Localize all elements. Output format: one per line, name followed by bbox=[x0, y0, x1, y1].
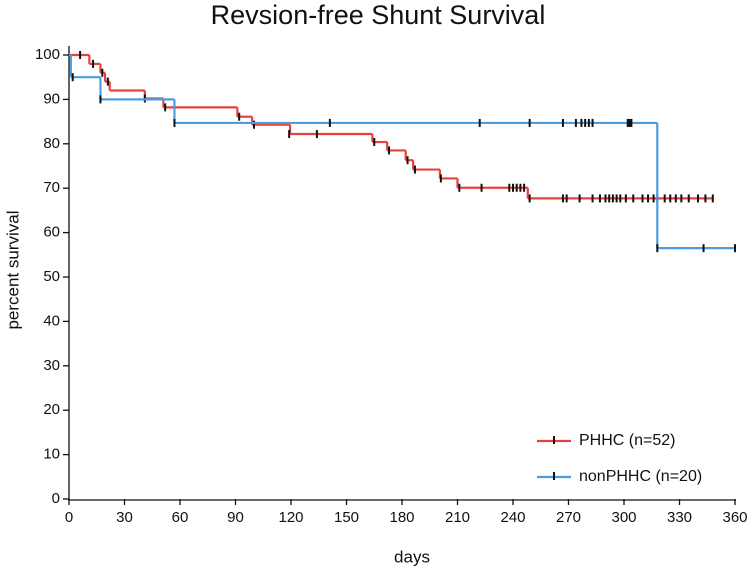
x-tick-label: 90 bbox=[227, 509, 244, 526]
x-tick-label: 210 bbox=[445, 509, 470, 526]
x-axis-label: days bbox=[394, 547, 430, 566]
x-tick-label: 120 bbox=[278, 509, 303, 526]
y-tick-label: 70 bbox=[43, 179, 60, 196]
x-tick-label: 0 bbox=[65, 509, 73, 526]
y-tick-label: 30 bbox=[43, 357, 60, 374]
y-tick-label: 90 bbox=[43, 90, 60, 107]
y-tick-label: 60 bbox=[43, 224, 60, 241]
y-axis-label: percent survival bbox=[3, 210, 22, 329]
x-tick-label: 360 bbox=[722, 509, 747, 526]
x-tick-label: 330 bbox=[667, 509, 692, 526]
y-tick-label: 80 bbox=[43, 135, 60, 152]
x-tick-label: 270 bbox=[556, 509, 581, 526]
x-tick-label: 180 bbox=[389, 509, 414, 526]
x-tick-label: 60 bbox=[172, 509, 189, 526]
y-tick-label: 40 bbox=[43, 312, 60, 329]
y-tick-label: 50 bbox=[43, 268, 60, 285]
x-tick-label: 30 bbox=[116, 509, 133, 526]
x-tick-label: 300 bbox=[611, 509, 636, 526]
y-tick-label: 10 bbox=[43, 446, 60, 463]
x-tick-label: 150 bbox=[334, 509, 359, 526]
y-tick-label: 20 bbox=[43, 401, 60, 418]
legend-label: PHHC (n=52) bbox=[579, 432, 675, 449]
y-tick-label: 0 bbox=[52, 490, 60, 507]
x-tick-label: 240 bbox=[500, 509, 525, 526]
legend-label: nonPHHC (n=20) bbox=[579, 468, 702, 485]
chart-title: Revsion-free Shunt Survival bbox=[211, 0, 546, 30]
y-tick-label: 100 bbox=[35, 46, 60, 63]
